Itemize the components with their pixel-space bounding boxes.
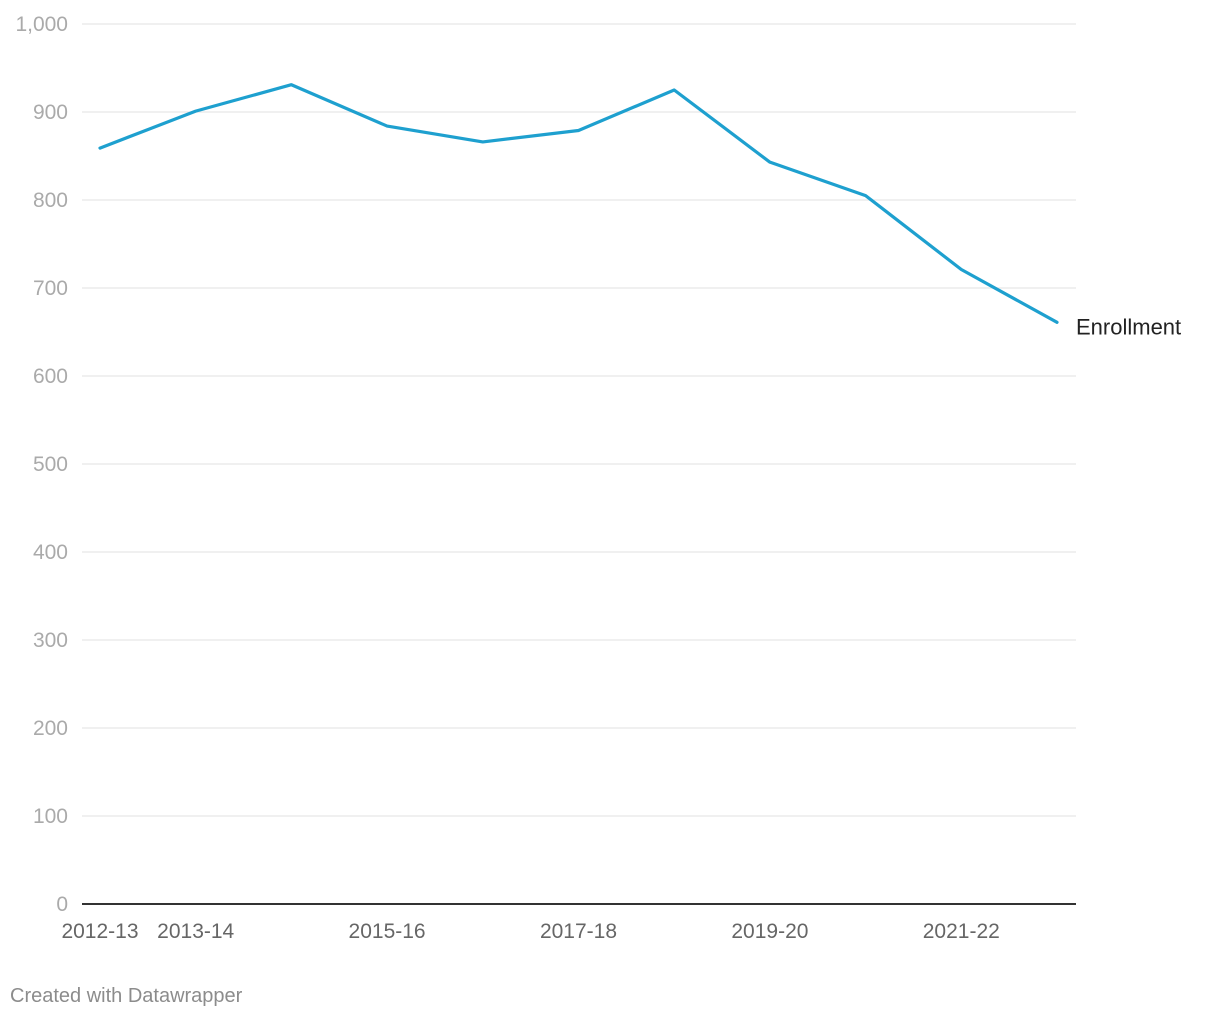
y-tick-label: 400	[33, 541, 68, 564]
y-tick-label: 200	[33, 717, 68, 740]
data-point	[194, 109, 198, 113]
data-point	[481, 140, 485, 144]
x-tick-label: 2017-18	[540, 920, 617, 943]
data-point	[577, 128, 581, 132]
y-tick-label: 600	[33, 365, 68, 388]
data-point	[959, 268, 963, 272]
x-axis-tick-labels: 2012-13 2013-14 2015-16 2017-18 2019-20 2021-…	[61, 920, 999, 943]
y-tick-label: 800	[33, 189, 68, 212]
grid-lines	[82, 23, 1076, 817]
data-point	[864, 194, 868, 198]
datawrapper-credit: Created with Datawrapper	[10, 985, 243, 1007]
y-tick-label: 500	[33, 453, 68, 476]
x-tick-label: 2013-14	[157, 920, 234, 943]
series-labels: Enrollment	[1076, 314, 1181, 339]
y-tick-label: 900	[33, 101, 68, 124]
x-tick-label: 2012-13	[61, 920, 138, 943]
y-tick-label: 100	[33, 805, 68, 828]
y-axis-tick-labels: 0 100 200 300 400 500 600 700 800 900 1,000	[15, 13, 68, 916]
data-point	[289, 83, 293, 87]
y-tick-label: 1,000	[15, 13, 68, 36]
data-point	[672, 88, 676, 92]
data-point	[385, 124, 389, 128]
series-label-enrollment: Enrollment	[1076, 314, 1181, 339]
y-tick-label: 0	[56, 893, 68, 916]
data-point	[98, 146, 102, 150]
x-tick-label: 2019-20	[731, 920, 808, 943]
x-tick-label: 2021-22	[923, 920, 1000, 943]
series-line-enrollment	[98, 83, 1059, 324]
y-tick-label: 700	[33, 277, 68, 300]
x-tick-label: 2015-16	[349, 920, 426, 943]
y-tick-label: 300	[33, 629, 68, 652]
data-point	[1055, 320, 1059, 324]
data-point	[768, 160, 772, 164]
series-lines	[98, 83, 1059, 324]
